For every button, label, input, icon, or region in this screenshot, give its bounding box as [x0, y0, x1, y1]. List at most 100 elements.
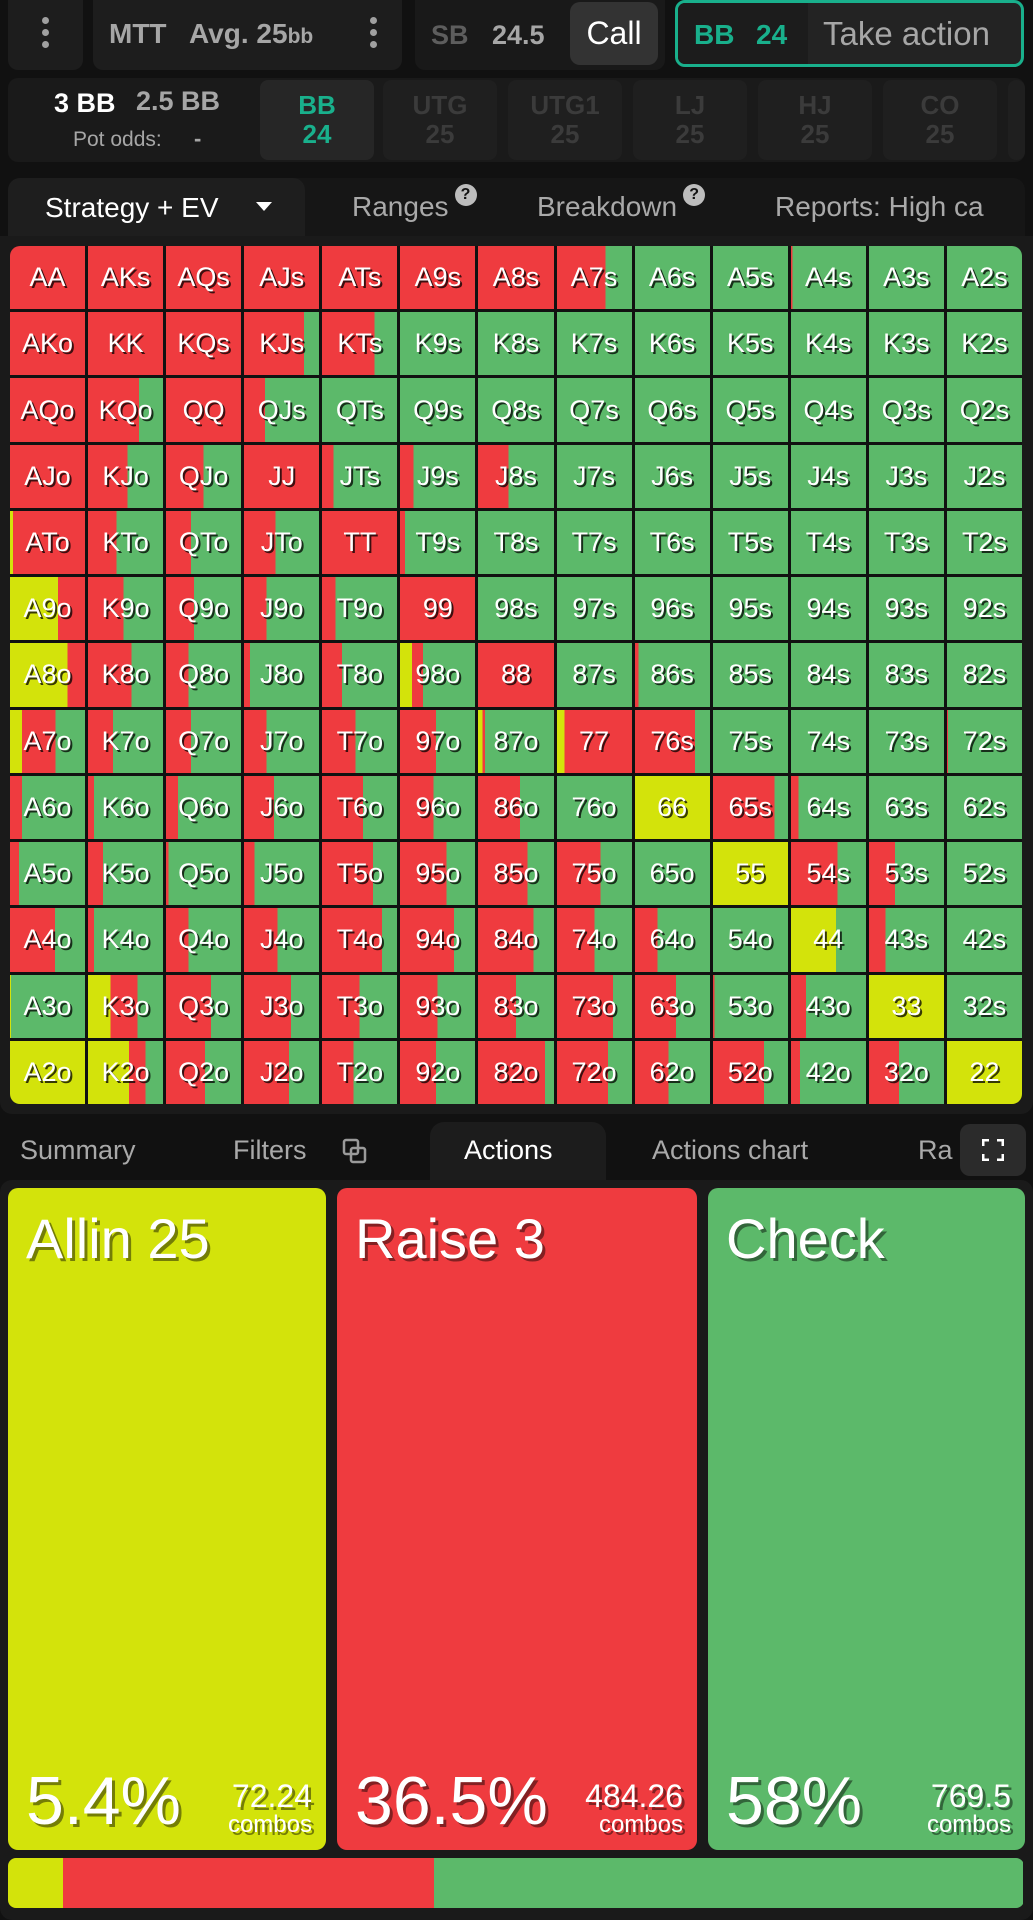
action-card-check[interactable]: Check 58% 769.5 combos	[708, 1188, 1025, 1850]
hand-cell-KJs[interactable]: KJs	[244, 312, 320, 376]
hand-cell-KTo[interactable]: KTo	[88, 510, 164, 575]
hand-cell-85o[interactable]: 85o	[478, 842, 554, 906]
hand-cell-93s[interactable]: 93s	[868, 577, 944, 641]
hand-cell-K3s[interactable]: K3s	[868, 312, 944, 376]
hand-cell-J6o[interactable]: J6o	[244, 775, 320, 840]
hand-cell-43s[interactable]: 43s	[868, 908, 944, 972]
sb-call-action[interactable]: Call	[570, 2, 658, 65]
hand-cell-J7s[interactable]: J7s	[556, 444, 632, 508]
hand-cell-T6o[interactable]: T6o	[322, 775, 398, 840]
hand-cell-73s[interactable]: 73s	[868, 709, 944, 773]
hand-cell-53o[interactable]: 53o	[712, 974, 788, 1038]
action-card-allin[interactable]: Allin 25 5.4% 72.24 combos	[8, 1188, 326, 1850]
hand-cell-74o[interactable]: 74o	[556, 908, 632, 972]
hand-cell-A8o[interactable]: A8o	[10, 643, 86, 707]
tab-ranges[interactable]: Ranges?	[352, 178, 477, 236]
tab-filters[interactable]: Filters	[233, 1122, 368, 1178]
hand-cell-Q7o[interactable]: Q7o	[166, 709, 242, 773]
hand-cell-K8s[interactable]: K8s	[478, 312, 554, 376]
hand-cell-K4s[interactable]: K4s	[790, 312, 866, 376]
hand-cell-93o[interactable]: 93o	[400, 974, 476, 1038]
hand-cell-AA[interactable]: AA	[10, 246, 86, 310]
hand-cell-T2s[interactable]: T2s	[946, 510, 1022, 575]
hand-cell-52o[interactable]: 52o	[712, 1040, 788, 1104]
hand-cell-K5s[interactable]: K5s	[712, 312, 788, 376]
hand-cell-J7o[interactable]: J7o	[244, 709, 320, 773]
hand-cell-72s[interactable]: 72s	[946, 709, 1022, 773]
hand-cell-44[interactable]: 44	[790, 908, 866, 972]
hand-cell-J3o[interactable]: J3o	[244, 974, 320, 1038]
hand-cell-A3s[interactable]: A3s	[868, 246, 944, 310]
hand-cell-J6s[interactable]: J6s	[634, 444, 710, 508]
hand-cell-74s[interactable]: 74s	[790, 709, 866, 773]
hand-cell-63s[interactable]: 63s	[868, 775, 944, 840]
hand-cell-95s[interactable]: 95s	[712, 577, 788, 641]
hand-cell-K2s[interactable]: K2s	[946, 312, 1022, 376]
hand-cell-A5o[interactable]: A5o	[10, 842, 86, 906]
hand-cell-32o[interactable]: 32o	[868, 1040, 944, 1104]
hand-cell-J9o[interactable]: J9o	[244, 577, 320, 641]
hand-cell-K9s[interactable]: K9s	[400, 312, 476, 376]
hand-cell-64o[interactable]: 64o	[634, 908, 710, 972]
hand-cell-87s[interactable]: 87s	[556, 643, 632, 707]
tab-ranges-partial[interactable]: Ra	[918, 1135, 953, 1165]
help-icon[interactable]: ?	[683, 184, 706, 206]
game-settings-button[interactable]: MTT Avg. 25bb	[93, 0, 402, 70]
hand-cell-J3s[interactable]: J3s	[868, 444, 944, 508]
hand-cell-84s[interactable]: 84s	[790, 643, 866, 707]
tab-reports[interactable]: Reports: High ca	[775, 178, 1005, 236]
hand-cell-65o[interactable]: 65o	[634, 842, 710, 906]
hand-cell-A4s[interactable]: A4s	[790, 246, 866, 310]
hand-cell-J8o[interactable]: J8o	[244, 643, 320, 707]
hand-cell-T2o[interactable]: T2o	[322, 1040, 398, 1104]
hand-cell-43o[interactable]: 43o	[790, 974, 866, 1038]
hand-cell-62o[interactable]: 62o	[634, 1040, 710, 1104]
hand-cell-J5o[interactable]: J5o	[244, 842, 320, 906]
hand-cell-T5o[interactable]: T5o	[322, 842, 398, 906]
hand-cell-ATo[interactable]: ATo	[10, 510, 86, 575]
bb-take-action-button[interactable]: BB 24 Take action	[675, 0, 1024, 67]
position-chip-utg[interactable]: UTG 25	[383, 80, 497, 160]
hand-cell-22[interactable]: 22	[946, 1040, 1022, 1104]
hand-cell-88[interactable]: 88	[478, 643, 554, 707]
hand-cell-73o[interactable]: 73o	[556, 974, 632, 1038]
hand-cell-J4s[interactable]: J4s	[790, 444, 866, 508]
hand-cell-98o[interactable]: 98o	[400, 643, 476, 707]
hand-cell-AQs[interactable]: AQs	[166, 246, 242, 310]
hand-cell-97o[interactable]: 97o	[400, 709, 476, 773]
hand-cell-94o[interactable]: 94o	[400, 908, 476, 972]
hand-cell-Q3s[interactable]: Q3s	[868, 378, 944, 442]
hand-cell-J4o[interactable]: J4o	[244, 908, 320, 972]
position-chip-hj[interactable]: HJ 25	[758, 80, 872, 160]
hand-cell-A5s[interactable]: A5s	[712, 246, 788, 310]
hand-cell-KJo[interactable]: KJo	[88, 444, 164, 508]
hand-cell-A6o[interactable]: A6o	[10, 775, 86, 840]
hand-cell-KTs[interactable]: KTs	[322, 312, 398, 376]
hand-cell-Q9s[interactable]: Q9s	[400, 378, 476, 442]
hand-cell-A8s[interactable]: A8s	[478, 246, 554, 310]
hand-cell-K9o[interactable]: K9o	[88, 577, 164, 641]
hand-cell-T4s[interactable]: T4s	[790, 510, 866, 575]
hand-cell-77[interactable]: 77	[556, 709, 632, 773]
hand-cell-T7o[interactable]: T7o	[322, 709, 398, 773]
hand-cell-J2s[interactable]: J2s	[946, 444, 1022, 508]
hand-cell-42o[interactable]: 42o	[790, 1040, 866, 1104]
hand-cell-54o[interactable]: 54o	[712, 908, 788, 972]
position-chip-co[interactable]: CO 25	[883, 80, 997, 160]
hand-cell-AJo[interactable]: AJo	[10, 444, 86, 508]
hand-cell-84o[interactable]: 84o	[478, 908, 554, 972]
hand-cell-55[interactable]: 55	[712, 842, 788, 906]
more-vertical-icon[interactable]	[369, 17, 377, 48]
hand-cell-Q5s[interactable]: Q5s	[712, 378, 788, 442]
hand-cell-KQs[interactable]: KQs	[166, 312, 242, 376]
hand-cell-A3o[interactable]: A3o	[10, 974, 86, 1038]
hand-cell-T4o[interactable]: T4o	[322, 908, 398, 972]
position-chip-utg1[interactable]: UTG1 25	[508, 80, 622, 160]
hand-cell-Q8s[interactable]: Q8s	[478, 378, 554, 442]
hand-cell-32s[interactable]: 32s	[946, 974, 1022, 1038]
hand-cell-99[interactable]: 99	[400, 577, 476, 641]
hand-cell-Q8o[interactable]: Q8o	[166, 643, 242, 707]
hand-cell-T9s[interactable]: T9s	[400, 510, 476, 575]
hand-cell-Q4s[interactable]: Q4s	[790, 378, 866, 442]
hand-cell-96s[interactable]: 96s	[634, 577, 710, 641]
